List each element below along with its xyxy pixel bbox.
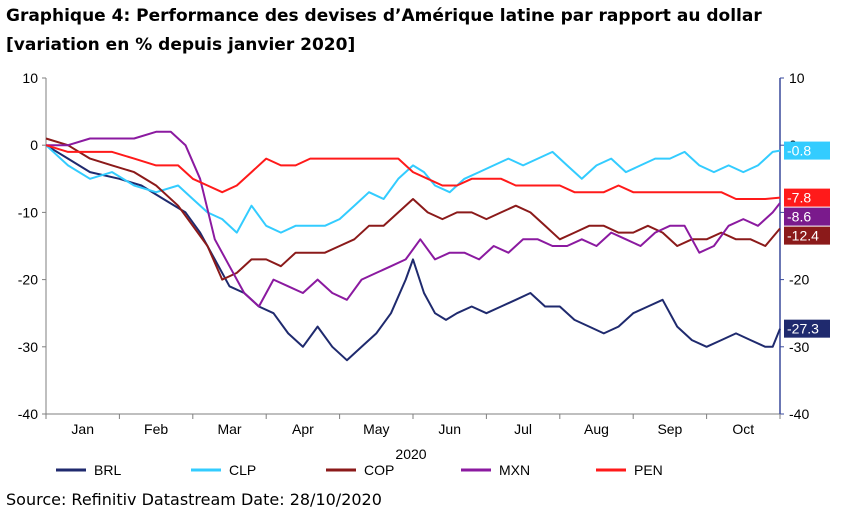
end-label-value: -7.8 xyxy=(787,190,811,206)
y-tick-label-left: -10 xyxy=(18,204,38,220)
end-labels: -0.8 -7.8 -8.6 -12.4 -27.3 xyxy=(784,141,830,338)
x-tick-label: Feb xyxy=(144,421,168,437)
x-tick-label: Jul xyxy=(514,421,532,437)
end-label-box xyxy=(784,319,830,338)
legend-label: CLP xyxy=(229,462,256,478)
end-label-box xyxy=(784,188,830,207)
source-note: Source: Refinitiv Datastream Date: 28/10… xyxy=(6,490,382,509)
end-label-clp: -0.8 xyxy=(784,141,830,160)
y-tick-label-left: -30 xyxy=(18,339,38,355)
legend-label: PEN xyxy=(634,462,663,478)
end-label-pen: -7.8 xyxy=(784,188,830,207)
y-tick-label-left: -40 xyxy=(18,406,38,422)
x-tick-label: Jan xyxy=(71,421,94,437)
x-tick-label: Jun xyxy=(438,421,461,437)
end-label-value: -27.3 xyxy=(787,321,819,337)
legend-item-brl: BRL xyxy=(56,462,121,478)
end-label-box xyxy=(784,226,830,245)
series-line-mxn xyxy=(46,130,781,308)
end-label-brl: -27.3 xyxy=(784,319,830,338)
legend-item-clp: CLP xyxy=(191,462,256,478)
series-line-pen xyxy=(45,144,781,200)
end-label-value: -8.6 xyxy=(787,209,811,225)
end-label-box xyxy=(784,207,830,226)
legend-label: COP xyxy=(364,462,394,478)
end-label-value: -0.8 xyxy=(787,143,811,159)
legend-label: BRL xyxy=(94,462,121,478)
y-tick-label-right: -30 xyxy=(789,339,809,355)
end-label-box xyxy=(784,141,830,160)
x-tick-label: Sep xyxy=(657,421,682,437)
end-label-value: -12.4 xyxy=(787,228,819,244)
legend-item-pen: PEN xyxy=(596,462,663,478)
y-tick-label-right: -40 xyxy=(789,406,809,422)
y-tick-label-right: -20 xyxy=(789,272,809,288)
y-tick-label-left: 0 xyxy=(30,137,38,153)
end-label-cop: -12.4 xyxy=(784,226,830,245)
axes: 101000-10-10-20-20-30-30-40-40JanFebMarA… xyxy=(18,70,810,437)
series-lines xyxy=(45,130,781,362)
series-line-cop xyxy=(45,137,781,281)
legend-item-cop: COP xyxy=(326,462,394,478)
y-tick-label-left: -20 xyxy=(18,272,38,288)
series-line-brl xyxy=(45,144,781,362)
y-tick-label-left: 10 xyxy=(22,70,38,86)
series-line-clp xyxy=(45,144,781,234)
line-chart: 101000-10-10-20-20-30-30-40-40JanFebMarA… xyxy=(18,70,830,478)
legend-item-mxn: MXN xyxy=(461,462,530,478)
legend-label: MXN xyxy=(499,462,530,478)
end-label-mxn: -8.6 xyxy=(784,207,830,226)
x-tick-label: Apr xyxy=(292,421,314,437)
legend: BRL CLP COP MXN PEN xyxy=(56,462,663,478)
chart-title: Graphique 4: Performance des devises d’A… xyxy=(6,6,762,55)
x-tick-label: Mar xyxy=(217,421,241,437)
x-tick-label: Oct xyxy=(732,421,754,437)
x-tick-label: May xyxy=(363,421,389,437)
y-tick-label-right: 10 xyxy=(789,70,805,86)
x-axis-year-label: 2020 xyxy=(395,446,426,462)
x-tick-label: Aug xyxy=(584,421,609,437)
